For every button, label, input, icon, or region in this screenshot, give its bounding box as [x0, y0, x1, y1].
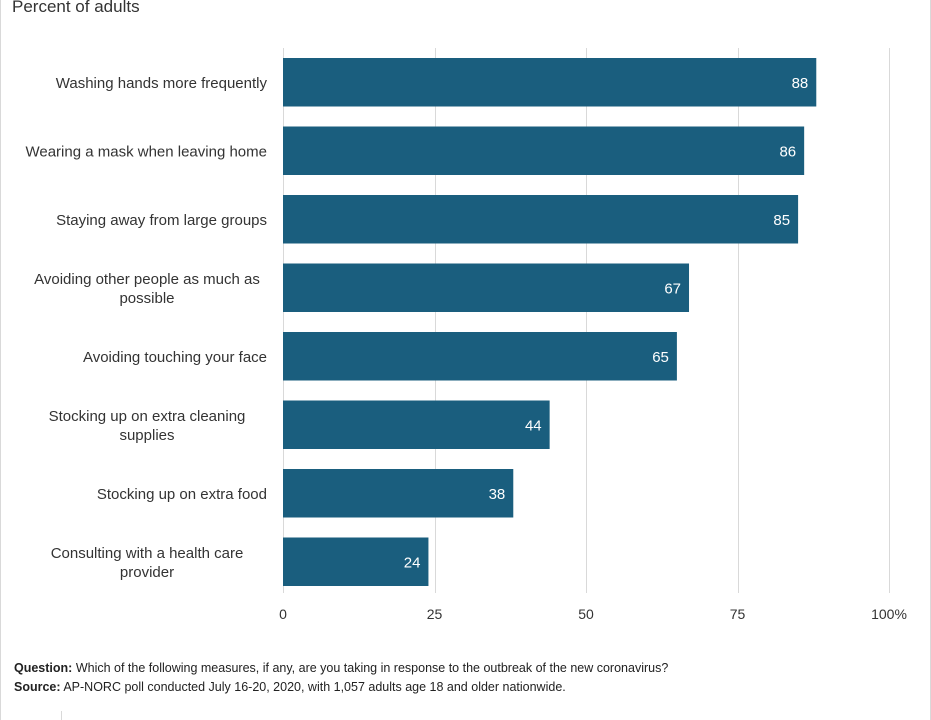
chart-footer: Question: Which of the following measure… [14, 659, 668, 697]
bar-value-label: 85 [773, 212, 790, 229]
category-label-line: Consulting with a health care [51, 545, 244, 562]
category-label: Wearing a mask when leaving home [25, 143, 267, 160]
bar [283, 537, 429, 586]
category-label: Stocking up on extra cleaning supplies [49, 408, 246, 444]
bar [283, 332, 677, 381]
bar [283, 400, 550, 449]
bars: 88 86 85 67 65 44 38 24 [283, 58, 817, 586]
category-label-line: Avoiding other people as much as [34, 271, 260, 288]
category-label: Staying away from large groups [56, 212, 267, 229]
bar [283, 469, 514, 518]
x-tick-label: 50 [578, 606, 594, 622]
category-label: Stocking up on extra food [97, 486, 267, 503]
bar [283, 263, 690, 312]
x-tick-label: 75 [730, 606, 746, 622]
category-label: Consulting with a health care provider [51, 545, 244, 581]
category-label-line: provider [120, 564, 174, 581]
source-label: Source: [14, 680, 61, 694]
question-text: Which of the following measures, if any,… [75, 661, 669, 675]
category-label: Avoiding other people as much as possible [34, 271, 260, 307]
bar-value-label: 86 [779, 143, 796, 160]
bar-value-label: 67 [664, 280, 681, 297]
category-labels: Washing hands more frequently Wearing a m… [25, 75, 267, 581]
source-text: AP-NORC poll conducted July 16-20, 2020,… [63, 680, 566, 694]
category-label: Washing hands more frequently [56, 75, 268, 92]
bar [283, 195, 799, 244]
bar [283, 126, 805, 175]
x-tick-label: 0 [279, 606, 287, 622]
question-line: Question: Which of the following measure… [14, 659, 668, 678]
category-label-line: Stocking up on extra cleaning [49, 408, 246, 425]
bottom-divider-tick [61, 711, 62, 720]
x-tick-label: 25 [427, 606, 443, 622]
x-axis-ticks: 0 25 50 75 100% [279, 606, 907, 622]
source-line: Source: AP-NORC poll conducted July 16-2… [14, 678, 668, 697]
bar-chart: 88 86 85 67 65 44 38 24 Washing hands more freq… [25, 48, 907, 622]
frame-left-border [0, 0, 1, 720]
bar-value-label: 24 [404, 554, 421, 571]
category-label: Avoiding touching your face [83, 349, 267, 366]
bar-value-label: 44 [525, 417, 542, 434]
chart-subtitle: Percent of adults [12, 0, 140, 16]
bar [283, 58, 817, 107]
bar-value-label: 65 [652, 349, 669, 366]
category-label-line: possible [119, 290, 174, 307]
bar-value-label: 88 [792, 75, 809, 92]
category-label-line: supplies [119, 427, 174, 444]
bar-value-label: 38 [489, 486, 506, 503]
question-label: Question: [14, 661, 73, 675]
x-tick-label: 100% [871, 606, 907, 622]
